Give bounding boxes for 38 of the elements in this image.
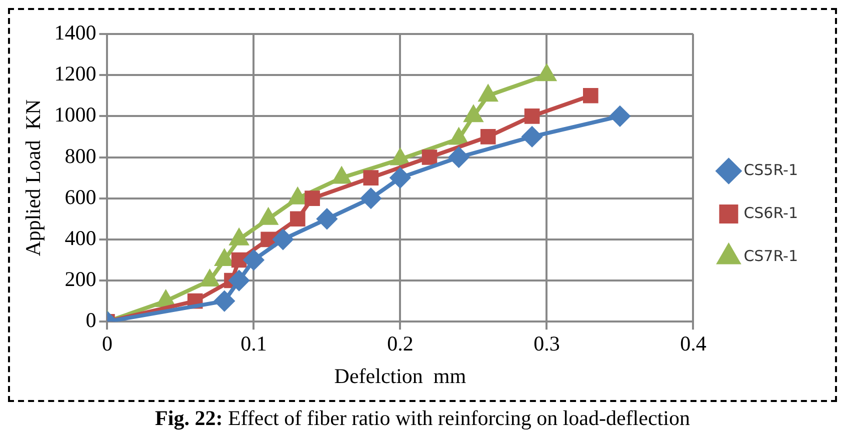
- y-tick-label: 200: [64, 267, 96, 292]
- legend-label: CS6R-1: [744, 204, 798, 222]
- caption: Fig. 22: Effect of fiber ratio with reinforcing on load-deflection: [154, 406, 691, 431]
- point: [610, 106, 630, 126]
- y-tick-label: 1000: [54, 102, 96, 127]
- legend-label: CS5R-1: [744, 160, 798, 179]
- point: [360, 188, 381, 208]
- point: [273, 229, 293, 250]
- x-tick-label: 0.2: [387, 332, 414, 356]
- y-tick-label: 800: [64, 144, 96, 168]
- point: [231, 252, 247, 268]
- y-tick-label: 0: [86, 308, 96, 332]
- point: [290, 211, 306, 227]
- x-tick-label: 0.3: [534, 332, 560, 356]
- point: [522, 126, 542, 147]
- point: [422, 150, 438, 165]
- point: [390, 168, 410, 188]
- point: [304, 190, 320, 206]
- x-tick-label: 0.1: [240, 332, 267, 356]
- y-tick-label: 1400: [54, 20, 96, 45]
- point: [214, 291, 234, 312]
- y-tick-label: 400: [64, 226, 96, 250]
- point: [448, 147, 469, 168]
- x-tick-label: 0: [102, 332, 112, 356]
- point: [260, 232, 276, 248]
- point: [363, 170, 379, 186]
- y-axis-title: Applied Load KN: [21, 99, 46, 256]
- y-tick-label: 1200: [54, 62, 96, 86]
- point: [244, 250, 264, 270]
- point: [316, 208, 337, 229]
- x-tick-label: 0.4: [680, 332, 707, 356]
- point: [582, 88, 598, 104]
- point: [480, 129, 496, 144]
- y-tick-label: 600: [64, 184, 96, 209]
- x-axis-title: Defelction mm: [334, 364, 466, 388]
- point: [524, 108, 540, 124]
- legend-label: CS7R-1: [744, 246, 798, 265]
- point: [229, 270, 250, 291]
